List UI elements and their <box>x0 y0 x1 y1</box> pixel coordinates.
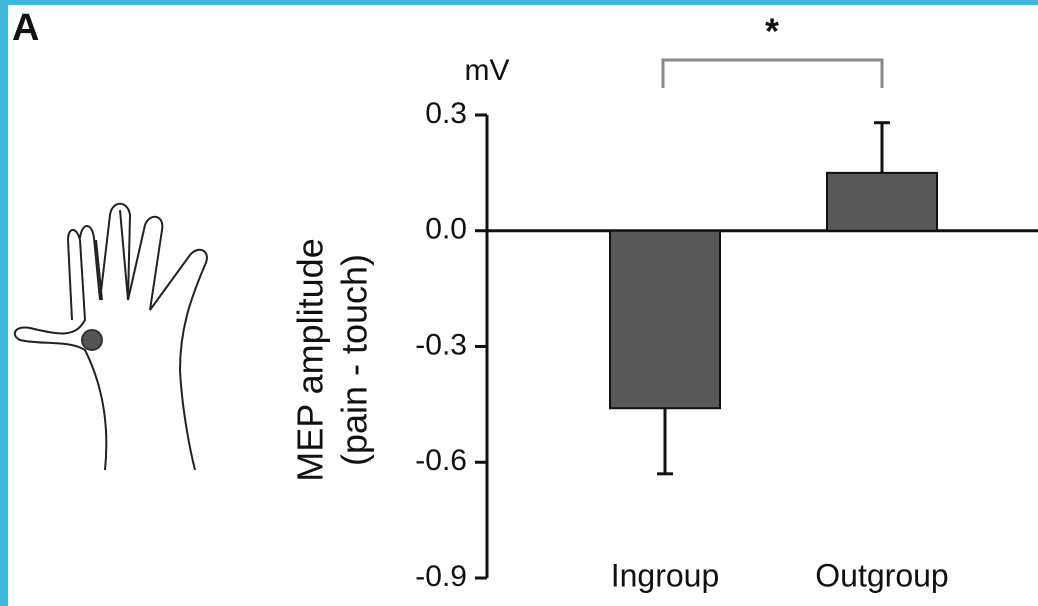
x-tick-label: Ingroup <box>611 557 720 593</box>
panel-label: A <box>12 7 39 49</box>
bar <box>826 171 938 232</box>
bar <box>609 229 721 410</box>
y-axis-title-line: (pain - touch) <box>334 254 375 466</box>
hand-drawing <box>13 202 208 471</box>
frame-left <box>0 0 8 606</box>
y-axis-title-line: MEP amplitude <box>290 238 331 481</box>
y-tick-label: -0.6 <box>415 444 467 477</box>
y-tick-label: 0.0 <box>425 213 467 246</box>
x-tick-label: Outgroup <box>815 557 948 593</box>
frame-top <box>0 0 1038 5</box>
significance-label: * <box>765 11 779 52</box>
significance-bracket <box>661 58 884 88</box>
y-axis-title: MEP amplitude (pain - touch) <box>290 238 375 481</box>
y-tick-label: 0.3 <box>425 97 467 130</box>
y-tick-label: -0.3 <box>415 328 467 361</box>
y-unit: mV <box>465 54 510 87</box>
y-tick-label: -0.9 <box>415 560 467 593</box>
